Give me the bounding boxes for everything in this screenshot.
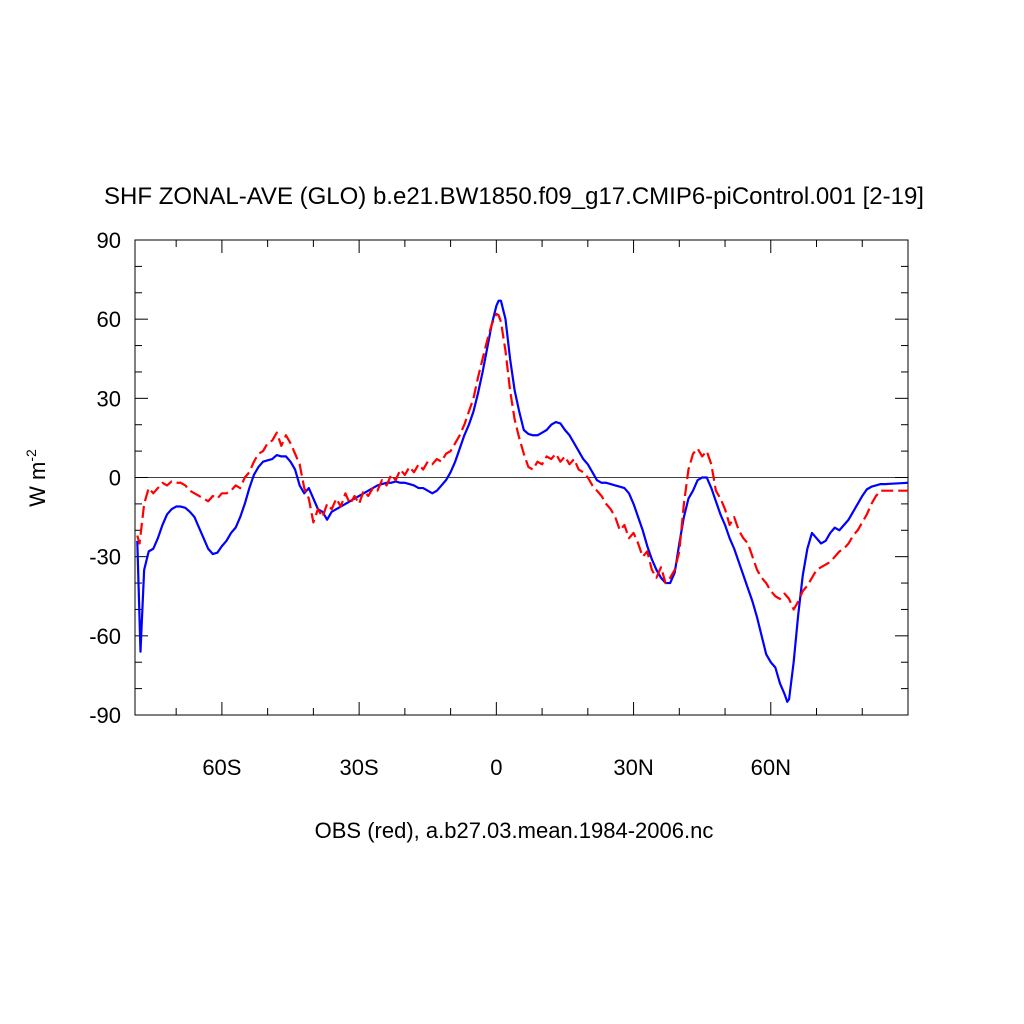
y-axis-label: W m-2 <box>23 449 50 507</box>
obs-series-line <box>136 312 908 611</box>
y-tick-label: 30 <box>97 386 121 411</box>
x-axis-label: OBS (red), a.b27.03.mean.1984-2006.nc <box>315 818 714 843</box>
y-tick-label: -60 <box>89 624 121 649</box>
y-axis-label-superscript: -2 <box>23 449 39 462</box>
tick-labels: 90 60 30 0 -30 -60 -90 60S 30S 0 30N 60N <box>89 228 791 780</box>
y-axis-label-text: W m <box>25 462 50 507</box>
x-tick-label: 60S <box>202 755 241 780</box>
x-tick-label: 30S <box>340 755 379 780</box>
x-tick-label: 30N <box>613 755 653 780</box>
model-series-line <box>136 299 909 703</box>
y-tick-label: 0 <box>109 466 121 491</box>
y-tick-label: 90 <box>97 228 121 253</box>
series-group <box>136 299 909 703</box>
y-tick-label: -90 <box>89 703 121 728</box>
y-tick-label: -30 <box>89 545 121 570</box>
y-tick-label: 60 <box>97 307 121 332</box>
chart-title: SHF ZONAL-AVE (GLO) b.e21.BW1850.f09_g17… <box>104 183 924 210</box>
x-tick-label: 0 <box>490 755 502 780</box>
x-tick-label: 60N <box>751 755 791 780</box>
